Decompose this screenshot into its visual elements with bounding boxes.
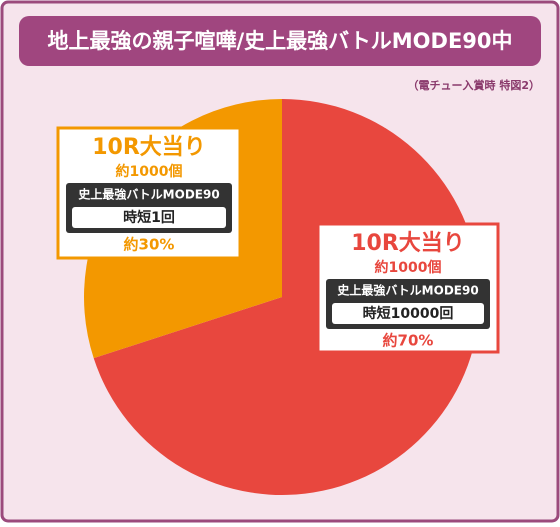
payout-label: 約1000個 xyxy=(375,259,442,276)
mode-label: 史上最強バトルMODE90 xyxy=(78,187,219,202)
jitan-label: 時短10000回 xyxy=(363,305,454,322)
callouts: 10R大当り約1000個史上最強バトルMODE90時短10000回約70%10R… xyxy=(56,126,500,354)
prize-label: 10R大当り xyxy=(351,231,465,256)
jitan-bg xyxy=(332,303,484,324)
jitan-bg xyxy=(72,207,226,228)
subtitle: （電チュー入賞時 特図2） xyxy=(408,78,540,92)
pie-slice xyxy=(93,99,481,495)
chart-title: 地上最強の親子喧嘩/史上最強バトルMODE90中 xyxy=(47,29,512,53)
payout-label: 約1000個 xyxy=(116,163,183,180)
jitan-label: 時短1回 xyxy=(123,209,175,226)
title-bar xyxy=(19,16,541,66)
value-label: 約70% xyxy=(383,332,434,350)
prize-label: 10R大当り xyxy=(92,135,206,160)
value-label: 約30% xyxy=(124,236,175,254)
mode-label: 史上最強バトルMODE90 xyxy=(337,283,478,298)
